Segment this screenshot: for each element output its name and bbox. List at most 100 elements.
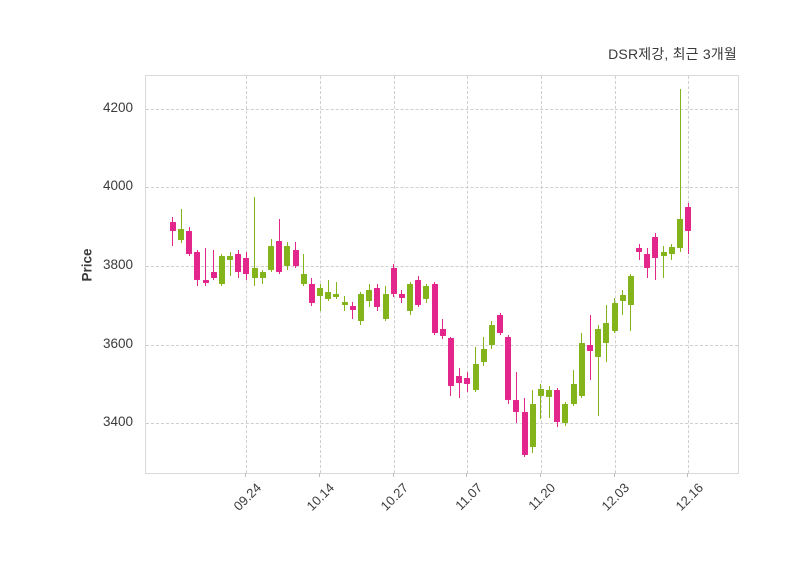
candle-body <box>546 390 553 398</box>
candle-wick <box>540 384 542 420</box>
candle-body <box>398 294 405 298</box>
candle-body <box>644 254 651 268</box>
x-tick-mark <box>539 473 541 477</box>
candle-body <box>374 287 381 308</box>
candle-body <box>447 337 454 387</box>
candle-body <box>578 342 585 396</box>
candle-wick <box>548 386 550 418</box>
x-tick-label: 12.16 <box>672 480 706 514</box>
candle-body <box>668 247 675 255</box>
candle-wick <box>679 89 681 253</box>
candle-wick <box>213 250 215 280</box>
candle-body <box>169 221 176 232</box>
candle-wick <box>254 197 256 286</box>
y-tick-label: 3800 <box>102 257 133 272</box>
candle-body <box>243 258 250 274</box>
candle-body <box>595 329 602 357</box>
candle-body <box>627 275 634 306</box>
x-gridline <box>467 76 469 473</box>
candle-body <box>685 207 692 231</box>
candle-body <box>357 294 364 322</box>
candle-body <box>529 403 536 448</box>
candle-body <box>497 315 503 333</box>
y-tick-label: 4000 <box>102 178 133 194</box>
candle-body <box>611 302 618 331</box>
candle-wick <box>663 246 665 278</box>
candle-body <box>235 254 242 272</box>
candle-body <box>537 389 544 396</box>
candle-body <box>423 285 430 300</box>
candle-wick <box>229 252 231 276</box>
candle-body <box>619 295 626 302</box>
x-tick-mark <box>613 473 615 477</box>
candle-wick <box>180 209 182 244</box>
candle-body <box>488 325 495 345</box>
candle-body <box>521 411 528 455</box>
x-gridline <box>246 76 248 473</box>
y-gridline <box>146 187 738 189</box>
candle-body <box>202 279 209 283</box>
x-tick-label: 09.24 <box>230 480 265 514</box>
candle-body <box>636 248 643 253</box>
candle-body <box>210 271 217 278</box>
candle-wick <box>515 372 517 424</box>
candle-body <box>308 283 315 303</box>
candle-body <box>178 228 184 241</box>
candle-body <box>390 268 397 294</box>
chart-title: DSR제강, 최근 3개월 <box>608 46 737 62</box>
candle-body <box>300 273 307 284</box>
candle-body <box>259 271 266 278</box>
candle-body <box>218 256 225 284</box>
y-tick-label: 3400 <box>102 414 133 430</box>
candle-body <box>333 293 340 298</box>
x-tick-label: 11.20 <box>525 480 559 513</box>
y-gridline <box>146 266 738 267</box>
x-tick-mark <box>687 473 689 477</box>
candle-body <box>349 306 356 311</box>
candle-body <box>382 293 389 320</box>
x-gridline <box>320 76 321 473</box>
candle-body <box>587 344 593 351</box>
candle-body <box>366 289 373 302</box>
candle-body <box>472 364 479 390</box>
candle-body <box>407 283 413 312</box>
candle-wick <box>205 248 206 286</box>
candle-body <box>439 329 446 337</box>
candle-body <box>194 252 201 280</box>
candle-body <box>480 348 487 363</box>
candle-body <box>292 250 299 266</box>
x-gridline <box>614 76 616 473</box>
candle-body <box>415 279 422 306</box>
candle-body <box>276 240 283 272</box>
candle-body <box>660 252 667 257</box>
candle-body <box>284 246 291 267</box>
y-gridline <box>146 423 738 425</box>
candle-body <box>325 291 332 300</box>
x-tick-mark <box>319 473 320 477</box>
y-tick-label: 4200 <box>102 99 133 115</box>
candle-body <box>505 336 512 400</box>
candle-body <box>464 377 471 385</box>
candle-wick <box>352 301 354 320</box>
candle-body <box>603 323 610 343</box>
x-tick-mark <box>466 473 468 477</box>
candle-wick <box>327 279 329 302</box>
x-tick-mark <box>392 473 394 477</box>
candle-body <box>677 218 683 249</box>
x-tick-label: 11.07 <box>451 480 485 513</box>
x-gridline <box>540 76 542 473</box>
y-gridline <box>146 344 738 346</box>
candle-wick <box>638 244 640 261</box>
x-tick-label: 10.14 <box>303 480 338 514</box>
plot-area <box>145 75 739 474</box>
candle-body <box>268 246 274 270</box>
candle-body <box>562 403 569 424</box>
candle-body <box>186 230 193 255</box>
candle-wick <box>597 325 599 416</box>
x-tick-mark <box>245 473 247 477</box>
candle-wick <box>622 289 624 316</box>
candle-wick <box>335 281 337 300</box>
candle-wick <box>319 283 321 312</box>
candle-body <box>554 390 561 422</box>
